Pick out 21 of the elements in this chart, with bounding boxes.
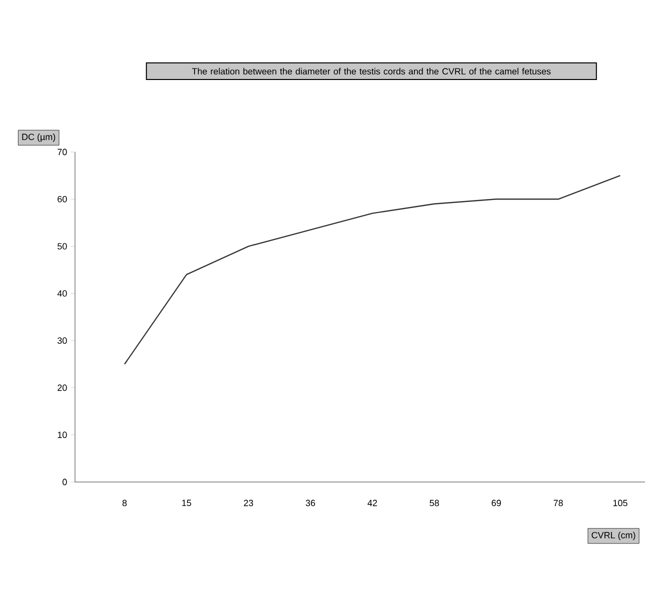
x-tick-label: 36: [306, 500, 316, 506]
x-tick-label: 58: [430, 500, 439, 506]
x-tick-label: 42: [368, 500, 377, 506]
x-tick-label: 15: [182, 500, 192, 506]
y-tick-label: 40: [57, 290, 67, 297]
y-tick-label: 30: [58, 337, 67, 344]
x-tick-label: 78: [554, 500, 563, 506]
y-tick-label: 20: [58, 384, 67, 391]
chart-title: The relation between the diameter of the testis cords and the CVRL of the camel fetuses: [192, 68, 551, 75]
x-tick-label: 8: [122, 500, 127, 506]
y-tick-label: 0: [62, 478, 67, 486]
x-tick-label: 23: [244, 500, 254, 506]
x-tick-label: 105: [613, 500, 628, 506]
x-tick-label: 69: [492, 500, 501, 506]
line-series: [124, 174, 621, 365]
x-axis-title: CVRL (cm): [592, 532, 636, 540]
y-tick-label: 50: [58, 243, 67, 250]
y-tick-label: 70: [58, 148, 67, 156]
y-tick-label: 60: [58, 196, 67, 202]
y-tick-label: 10: [58, 432, 67, 438]
y-axis-title: DC (µm): [22, 133, 56, 142]
